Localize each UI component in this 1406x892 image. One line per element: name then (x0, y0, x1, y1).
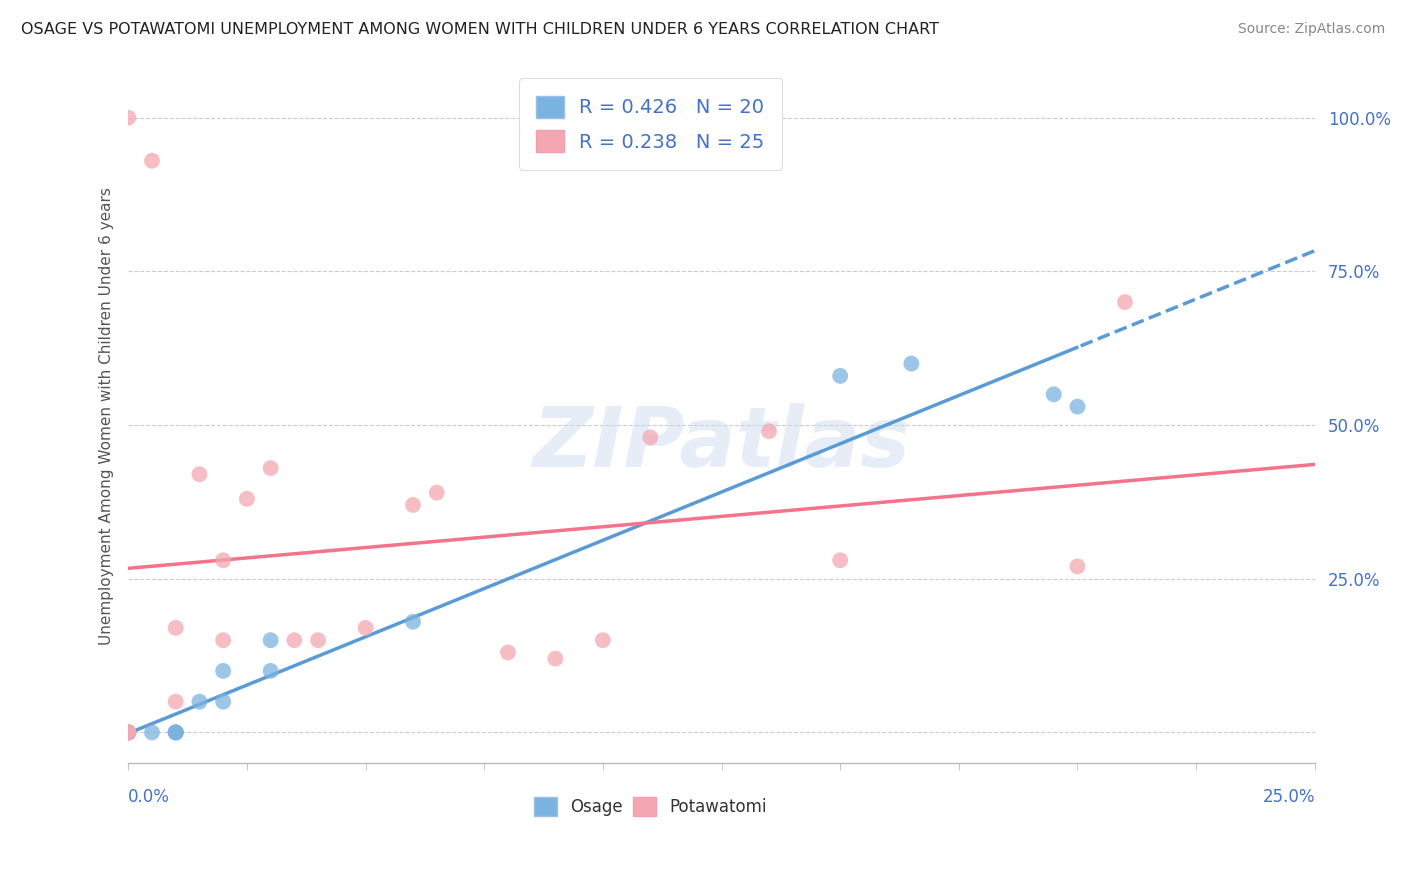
Point (259, 461, 281, 475)
Point (426, 485, 449, 500)
Point (188, 695, 211, 709)
Point (212, 664, 235, 678)
Point (141, 153, 163, 168)
Point (259, 664, 281, 678)
Point (307, 633, 329, 648)
Point (212, 695, 235, 709)
Point (758, 424, 780, 438)
Point (212, 633, 235, 648)
Point (592, 633, 614, 648)
Legend: Osage, Potawatomi: Osage, Potawatomi (526, 789, 775, 824)
Point (283, 633, 305, 648)
Point (117, 725, 139, 739)
Point (236, 491, 259, 506)
Point (165, 725, 187, 739)
Text: 25.0%: 25.0% (1263, 788, 1315, 805)
Text: OSAGE VS POTAWATOMI UNEMPLOYMENT AMONG WOMEN WITH CHILDREN UNDER 6 YEARS CORRELA: OSAGE VS POTAWATOMI UNEMPLOYMENT AMONG W… (21, 22, 939, 37)
Point (117, 725, 139, 739)
Text: 0.0%: 0.0% (128, 788, 170, 805)
Point (900, 357, 922, 371)
Point (117, 725, 139, 739)
Point (1042, 387, 1064, 401)
Point (188, 467, 211, 482)
Point (117, 111, 139, 125)
Point (165, 725, 187, 739)
Point (402, 615, 425, 629)
Point (141, 725, 163, 739)
Point (1114, 295, 1136, 310)
Point (496, 645, 519, 659)
Point (259, 633, 281, 648)
Point (640, 430, 662, 444)
Point (1066, 400, 1088, 414)
Text: ZIPatlas: ZIPatlas (533, 403, 911, 484)
Point (830, 553, 852, 567)
Point (165, 695, 187, 709)
Point (212, 553, 235, 567)
Point (117, 725, 139, 739)
Point (165, 725, 187, 739)
Text: Source: ZipAtlas.com: Source: ZipAtlas.com (1237, 22, 1385, 37)
Point (117, 725, 139, 739)
Point (544, 651, 567, 665)
Point (165, 725, 187, 739)
Point (402, 498, 425, 512)
Point (117, 725, 139, 739)
Point (165, 621, 187, 635)
Y-axis label: Unemployment Among Women with Children Under 6 years: Unemployment Among Women with Children U… (100, 187, 114, 645)
Point (354, 621, 377, 635)
Point (117, 725, 139, 739)
Point (117, 725, 139, 739)
Point (830, 368, 852, 383)
Point (1066, 559, 1088, 574)
